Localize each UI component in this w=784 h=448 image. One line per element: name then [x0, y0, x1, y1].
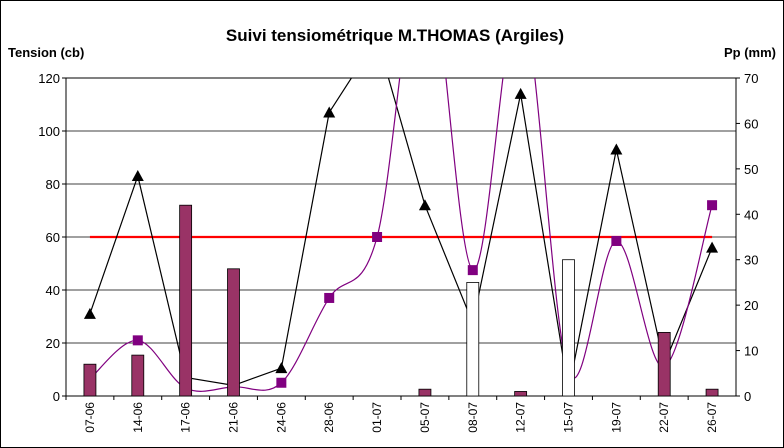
y2-tick-label: 60	[744, 116, 758, 131]
x-tick-label: 28-06	[322, 402, 336, 433]
x-tick-label: 26-07	[705, 402, 719, 433]
y-tick-label: 40	[46, 283, 60, 298]
marker	[611, 235, 622, 246]
x-tick-label: 19-07	[609, 402, 623, 433]
marker	[418, 199, 431, 211]
marker	[324, 292, 335, 303]
bar	[705, 388, 719, 397]
bar	[131, 354, 145, 397]
x-tick-label: 08-07	[466, 402, 480, 433]
x-tick-label: 07-06	[83, 402, 97, 433]
marker	[707, 200, 718, 211]
y-tick-label: 80	[46, 177, 60, 192]
y2-tick-label: 40	[744, 207, 758, 222]
bar	[562, 259, 575, 397]
y2-tick-label: 10	[744, 344, 758, 359]
x-tick-label: 05-07	[418, 402, 432, 433]
bar	[83, 363, 97, 397]
marker	[706, 241, 719, 253]
bar	[514, 391, 528, 397]
y-tick-label: 0	[53, 389, 60, 404]
x-tick-label: 21-06	[227, 402, 241, 433]
y2-tick-label: 50	[744, 162, 758, 177]
x-tick-label: 12-07	[514, 402, 528, 433]
y-tick-label: 60	[46, 230, 60, 245]
bar	[466, 282, 480, 397]
bar	[418, 388, 432, 397]
marker	[467, 265, 478, 276]
marker	[275, 362, 288, 374]
x-tick-label: 15-07	[562, 402, 576, 433]
bar	[227, 268, 240, 397]
y2-tick-label: 30	[744, 253, 758, 268]
marker	[372, 232, 383, 242]
y-axis-title: Tension (cb)	[8, 45, 84, 60]
y2-axis-title: Pp (mm)	[724, 45, 776, 60]
x-tick-label: 22-07	[657, 402, 671, 433]
y-tick-label: 20	[46, 336, 60, 351]
bar	[179, 204, 193, 397]
bar	[657, 331, 671, 397]
y2-tick-label: 20	[744, 298, 758, 313]
marker	[83, 307, 96, 319]
marker	[276, 377, 287, 388]
y2-tick-label: 0	[744, 389, 751, 404]
y2-tick-label: 70	[744, 71, 758, 86]
x-tick-label: 01-07	[370, 402, 384, 433]
marker	[610, 143, 623, 155]
marker	[514, 87, 527, 99]
chart-title: Suivi tensiométrique M.THOMAS (Argiles)	[226, 26, 564, 45]
line	[89, 78, 713, 391]
marker	[132, 335, 143, 346]
x-tick-label: 17-06	[179, 402, 193, 433]
x-tick-label: 14-06	[131, 402, 145, 433]
marker	[131, 170, 144, 182]
marker	[323, 106, 336, 118]
y-tick-label: 100	[38, 124, 60, 139]
y-tick-label: 120	[38, 71, 60, 86]
x-tick-label: 24-06	[274, 402, 288, 433]
